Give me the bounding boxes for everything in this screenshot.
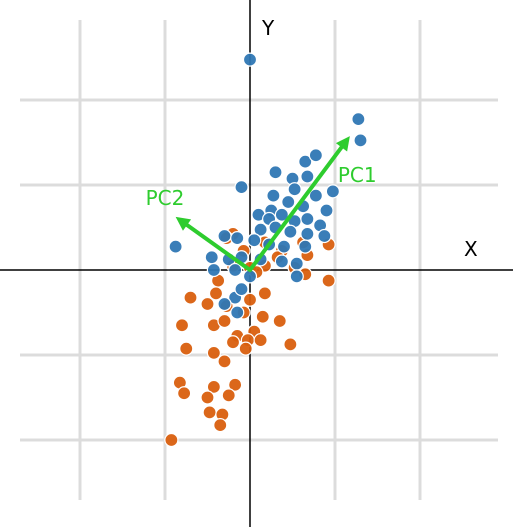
- point-series-b: [183, 290, 198, 305]
- point-series-b: [255, 309, 270, 324]
- point-series-b: [253, 333, 268, 348]
- point-series-b: [164, 432, 179, 448]
- point-series-a: [204, 250, 219, 265]
- grid: [20, 20, 498, 500]
- vector-pc1-arrowhead: [335, 136, 350, 152]
- point-series-a: [234, 180, 249, 195]
- point-series-a: [298, 154, 313, 169]
- point-series-b: [200, 390, 215, 405]
- point-series-a: [298, 239, 313, 254]
- point-series-a: [308, 188, 323, 203]
- vector-pc2-label: PC2: [146, 186, 185, 210]
- point-series-a: [283, 224, 298, 239]
- point-series-a: [281, 194, 296, 210]
- point-series-a: [217, 296, 232, 312]
- point-series-a: [274, 207, 289, 222]
- point-series-b: [225, 335, 241, 350]
- point-series-b: [242, 292, 258, 307]
- vector-pc1-shaft: [248, 145, 344, 272]
- point-series-b: [272, 313, 287, 329]
- point-series-a: [234, 282, 249, 297]
- point-series-a: [317, 228, 332, 244]
- point-series-a: [268, 165, 283, 180]
- point-series-a: [289, 269, 304, 284]
- point-series-a: [206, 262, 221, 278]
- point-series-a: [274, 254, 289, 269]
- point-series-b: [321, 273, 336, 288]
- point-series-a: [168, 239, 183, 254]
- point-series-a: [276, 239, 292, 254]
- y-axis-label: Y: [261, 16, 275, 40]
- vector-pc1-label: PC1: [338, 163, 377, 187]
- point-series-a: [242, 52, 258, 67]
- point-series-b: [200, 296, 215, 312]
- point-series-a: [230, 305, 245, 320]
- point-series-b: [283, 337, 298, 352]
- point-series-b: [221, 388, 236, 403]
- point-series-b: [217, 313, 232, 329]
- point-series-b: [217, 354, 232, 369]
- point-series-b: [238, 341, 253, 356]
- point-series-b: [208, 286, 224, 301]
- point-series-a: [300, 169, 315, 184]
- point-series-a: [217, 228, 232, 244]
- point-series-a: [247, 233, 262, 248]
- point-series-b: [177, 386, 192, 401]
- point-series-a: [230, 231, 245, 246]
- point-series-a: [351, 112, 366, 127]
- point-series-a: [300, 226, 315, 241]
- point-series-b: [213, 418, 228, 433]
- point-series-a: [253, 222, 268, 237]
- point-series-b: [206, 345, 221, 360]
- point-series-a: [325, 184, 340, 199]
- x-axis-label: X: [464, 237, 478, 261]
- point-series-b: [206, 379, 221, 394]
- point-series-a: [308, 148, 323, 163]
- point-series-a: [266, 188, 281, 203]
- principal-vectors: PC1 PC2: [146, 136, 377, 272]
- point-series-a: [287, 182, 302, 197]
- vector-pc2-shaft: [185, 223, 252, 272]
- point-series-b: [228, 377, 243, 392]
- point-series-b: [174, 318, 190, 333]
- point-series-b: [179, 341, 194, 356]
- point-series-a: [300, 211, 315, 227]
- point-series-a: [289, 256, 304, 271]
- series-b: [164, 226, 336, 448]
- point-series-a: [228, 262, 243, 278]
- point-series-b: [202, 405, 217, 420]
- point-series-a: [319, 203, 334, 218]
- point-series-b: [257, 286, 272, 301]
- vector-pc2-arrowhead: [175, 216, 192, 231]
- point-series-a: [353, 133, 368, 148]
